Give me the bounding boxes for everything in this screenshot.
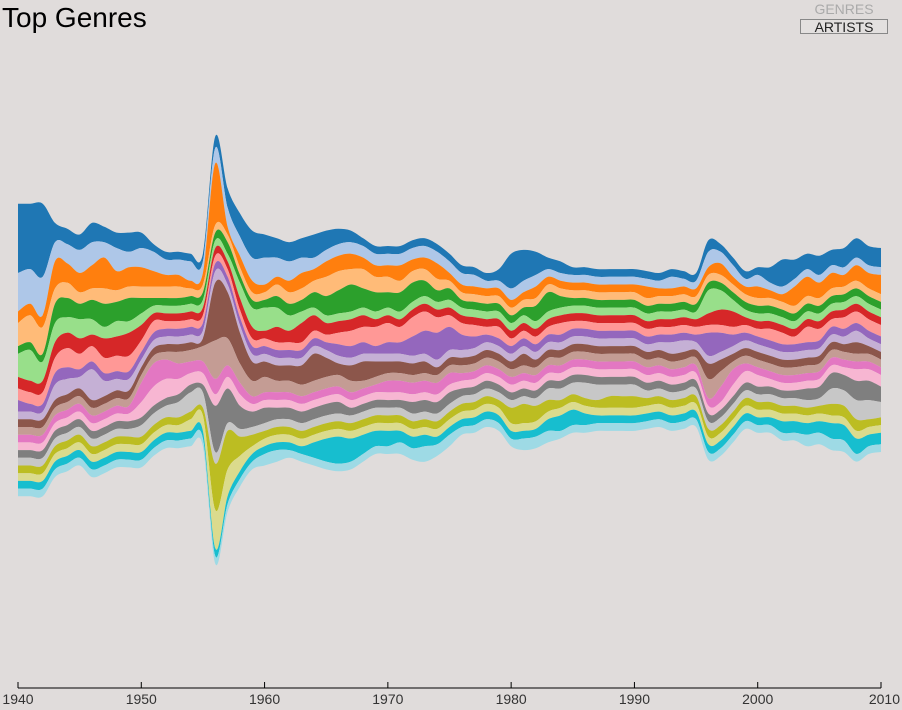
x-axis: 1940 1950 1960 1970 1980 1990 2000 2010 bbox=[2, 682, 900, 707]
stream-layer-18 bbox=[18, 401, 881, 550]
x-tick-label: 1950 bbox=[126, 691, 157, 707]
stream-layers bbox=[18, 134, 881, 566]
x-tick-label: 1940 bbox=[2, 691, 33, 707]
artists-toggle[interactable]: ARTISTS bbox=[800, 19, 888, 35]
stream-layer-14 bbox=[18, 364, 881, 452]
stream-layer-15 bbox=[18, 372, 881, 460]
x-tick-label: 1990 bbox=[619, 691, 650, 707]
chart-title: Top Genres bbox=[2, 2, 147, 33]
x-tick-label: 1960 bbox=[249, 691, 280, 707]
stream-layer-19 bbox=[18, 409, 881, 558]
stream-layer-5 bbox=[18, 229, 881, 363]
genres-toggle[interactable]: GENRES bbox=[814, 1, 874, 17]
stream-layer-10 bbox=[18, 268, 881, 421]
stream-layer-9 bbox=[18, 260, 881, 414]
stream-layer-4 bbox=[18, 221, 881, 356]
stream-layer-16 bbox=[18, 382, 881, 467]
stream-layer-8 bbox=[18, 253, 881, 407]
x-tick-label: 1970 bbox=[372, 691, 403, 707]
x-tick-label: 1980 bbox=[496, 691, 527, 707]
stream-layer-12 bbox=[18, 336, 881, 437]
stream-layer-6 bbox=[18, 238, 881, 384]
stream-layer-7 bbox=[18, 245, 881, 396]
stream-layer-11 bbox=[18, 279, 881, 429]
x-tick-label: 2010 bbox=[869, 691, 900, 707]
stream-layer-1 bbox=[18, 134, 881, 289]
x-tick-label: 2000 bbox=[742, 691, 773, 707]
stream-layer-17 bbox=[18, 394, 881, 512]
stream-layer-13 bbox=[18, 357, 881, 444]
